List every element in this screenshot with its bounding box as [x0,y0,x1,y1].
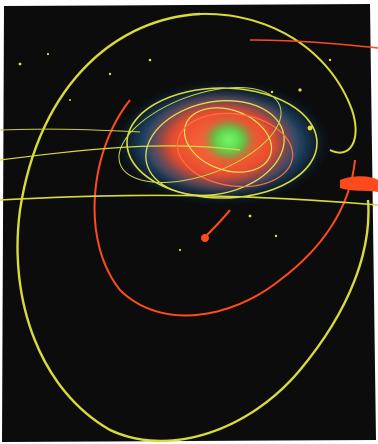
swirl-loop-4 [176,112,294,188]
upper-yellow-arc [199,12,357,154]
green-core [203,118,255,162]
right-orange-blob [340,176,378,192]
left-yellow-sweep [0,145,241,161]
swirl-loop-2 [145,100,285,196]
horizontal-yellow-sweep [0,194,378,206]
orange-drip [205,209,231,237]
swirl-loop-3 [183,107,273,173]
spatter-dots [18,52,332,252]
swirl-loop-5 [118,86,282,184]
orange-outer-loop [93,99,356,317]
orange-drip-end [201,234,209,242]
black-ground [2,4,376,442]
top-orange-sweep [249,39,378,49]
outer-yellow-loop [16,12,370,443]
thin-left-sweep [0,128,141,133]
